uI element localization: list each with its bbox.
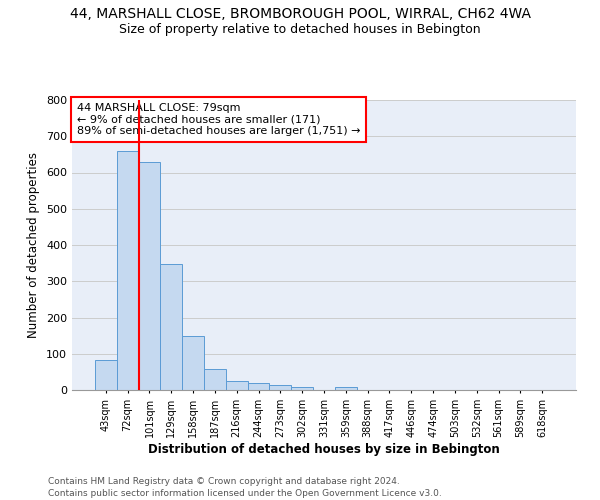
Text: 44 MARSHALL CLOSE: 79sqm
← 9% of detached houses are smaller (171)
89% of semi-d: 44 MARSHALL CLOSE: 79sqm ← 9% of detache… xyxy=(77,103,361,136)
Bar xyxy=(204,370,226,390)
Text: Distribution of detached houses by size in Bebington: Distribution of detached houses by size … xyxy=(148,442,500,456)
Text: Size of property relative to detached houses in Bebington: Size of property relative to detached ho… xyxy=(119,22,481,36)
Bar xyxy=(117,151,139,390)
Text: Contains HM Land Registry data © Crown copyright and database right 2024.: Contains HM Land Registry data © Crown c… xyxy=(48,478,400,486)
Bar xyxy=(95,360,117,390)
Bar xyxy=(335,387,357,390)
Bar xyxy=(269,386,291,390)
Bar xyxy=(226,380,248,390)
Text: Contains public sector information licensed under the Open Government Licence v3: Contains public sector information licen… xyxy=(48,489,442,498)
Text: 44, MARSHALL CLOSE, BROMBOROUGH POOL, WIRRAL, CH62 4WA: 44, MARSHALL CLOSE, BROMBOROUGH POOL, WI… xyxy=(70,8,530,22)
Bar xyxy=(160,264,182,390)
Bar xyxy=(182,336,204,390)
Y-axis label: Number of detached properties: Number of detached properties xyxy=(28,152,40,338)
Bar xyxy=(291,387,313,390)
Bar xyxy=(139,162,160,390)
Bar xyxy=(248,383,269,390)
